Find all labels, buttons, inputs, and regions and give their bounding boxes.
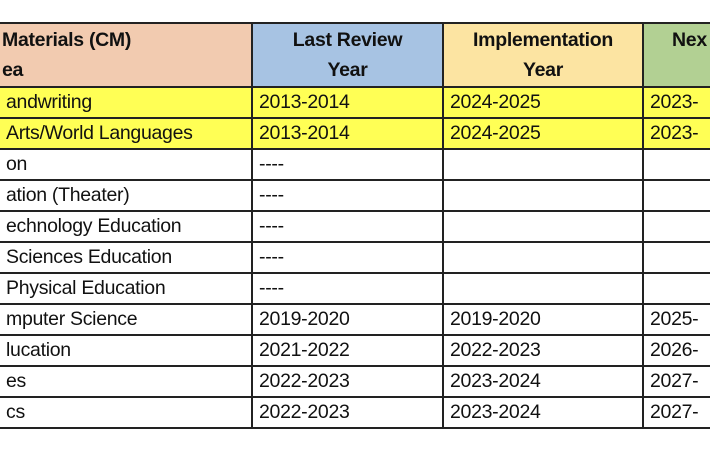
table-row: mputer Science 2019-2020 2019-2020 2025-: [0, 303, 710, 336]
header-text: Year: [327, 59, 368, 81]
cell-content-area: andwriting: [0, 86, 253, 119]
cell-content-area: mputer Science: [0, 303, 253, 336]
cell-content-area: cs: [0, 396, 253, 429]
cell-next-review: 2026-: [642, 334, 710, 367]
table-row: Physical Education ----: [0, 272, 710, 305]
cell-content-area: echnology Education: [0, 210, 253, 243]
table-row: andwriting 2013-2014 2024-2025 2023-: [0, 86, 710, 119]
cell-last-review-year: 2013-2014: [251, 117, 444, 150]
cell-last-review-year: 2013-2014: [251, 86, 444, 119]
cell-implementation-year: 2024-2025: [442, 117, 644, 150]
cell-next-review: [642, 272, 710, 305]
cell-implementation-year: 2023-2024: [442, 365, 644, 398]
cell-last-review-year: 2019-2020: [251, 303, 444, 336]
cell-content-area: Arts/World Languages: [0, 117, 253, 150]
cell-content-area: lucation: [0, 334, 253, 367]
cell-content-area: ation (Theater): [0, 179, 253, 212]
table-row: ation (Theater) ----: [0, 179, 710, 212]
header-text: Year: [522, 59, 563, 81]
cell-implementation-year: 2022-2023: [442, 334, 644, 367]
cell-next-review: [642, 210, 710, 243]
cell-last-review-year: ----: [251, 148, 444, 181]
cell-last-review-year: ----: [251, 241, 444, 274]
cell-implementation-year: [442, 241, 644, 274]
header-text: Nex: [672, 29, 707, 51]
cell-implementation-year: [442, 179, 644, 212]
header-next: Nex: [642, 22, 710, 88]
table-row: Sciences Education ----: [0, 241, 710, 274]
header-text: ea: [2, 59, 24, 81]
cell-last-review-year: ----: [251, 272, 444, 305]
cell-implementation-year: 2024-2025: [442, 86, 644, 119]
cell-last-review-year: 2021-2022: [251, 334, 444, 367]
header-row: Materials (CM) ea Last Review Year Impleme…: [0, 22, 710, 88]
cell-next-review: [642, 179, 710, 212]
cell-content-area: Physical Education: [0, 272, 253, 305]
cell-next-review: [642, 241, 710, 274]
cell-implementation-year: [442, 210, 644, 243]
cell-next-review: [642, 148, 710, 181]
cell-last-review-year: ----: [251, 210, 444, 243]
header-text: Last Review: [292, 29, 403, 51]
table-row: Arts/World Languages 2013-2014 2024-2025 20…: [0, 117, 710, 150]
cell-next-review: 2027-: [642, 396, 710, 429]
cell-next-review: 2023-: [642, 86, 710, 119]
table-row: es 2022-2023 2023-2024 2027-: [0, 365, 710, 398]
cell-next-review: 2027-: [642, 365, 710, 398]
cell-content-area: on: [0, 148, 253, 181]
cell-last-review-year: ----: [251, 179, 444, 212]
cell-next-review: 2025-: [642, 303, 710, 336]
header-implementation-year: Implementation Year: [442, 22, 644, 88]
cell-implementation-year: 2023-2024: [442, 396, 644, 429]
table-row: lucation 2021-2022 2022-2023 2026-: [0, 334, 710, 367]
header-content-area: Materials (CM) ea: [0, 22, 253, 88]
cell-last-review-year: 2022-2023: [251, 396, 444, 429]
cell-last-review-year: 2022-2023: [251, 365, 444, 398]
table-row: echnology Education ----: [0, 210, 710, 243]
cell-content-area: es: [0, 365, 253, 398]
cell-implementation-year: 2019-2020: [442, 303, 644, 336]
header-text: Implementation: [473, 29, 613, 51]
header-last-review-year: Last Review Year: [251, 22, 444, 88]
cell-content-area: Sciences Education: [0, 241, 253, 274]
cell-implementation-year: [442, 272, 644, 305]
table-row: on ----: [0, 148, 710, 181]
cell-implementation-year: [442, 148, 644, 181]
header-text: Materials (CM): [2, 29, 132, 51]
cell-next-review: 2023-: [642, 117, 710, 150]
curriculum-materials-table: Materials (CM) ea Last Review Year Impleme…: [0, 22, 710, 429]
table-row: cs 2022-2023 2023-2024 2027-: [0, 396, 710, 429]
